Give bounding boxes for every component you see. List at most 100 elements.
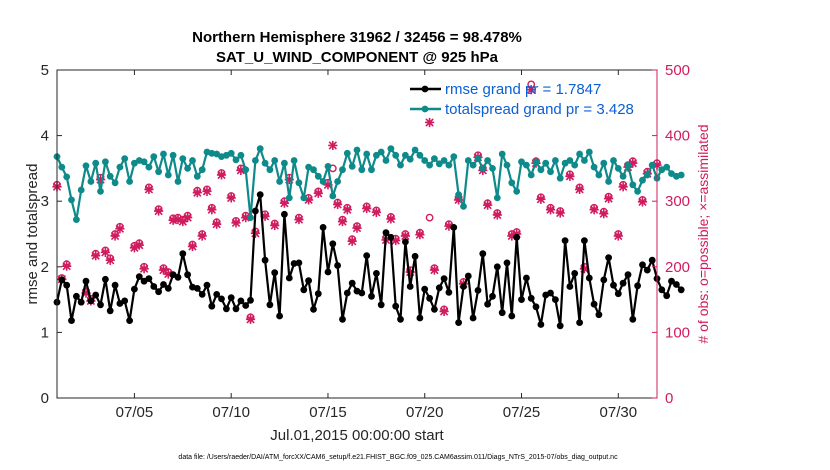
totalspread-point xyxy=(339,166,346,174)
obs-possible-marker xyxy=(546,203,555,212)
obs-possible-marker xyxy=(91,249,100,258)
obs-assimilated-marker xyxy=(110,231,120,241)
totalspread-point xyxy=(368,166,375,174)
chart-title-line2: SAT_U_WIND_COMPONENT @ 925 hPa xyxy=(216,49,499,66)
obs-assimilated-marker xyxy=(202,186,212,196)
totalspread-point xyxy=(106,172,114,180)
obs-possible-marker xyxy=(111,230,120,238)
totalspread-point xyxy=(542,159,550,167)
totalspread-point xyxy=(426,161,433,169)
obs-possible-marker xyxy=(362,202,371,211)
plot-background xyxy=(57,70,657,398)
rmse-point xyxy=(450,224,458,231)
right-axis-label: # of obs: o=possible; ×=assimilated xyxy=(695,124,711,343)
obs-assimilated-marker xyxy=(313,188,323,198)
obs-assimilated-marker xyxy=(555,208,565,218)
totalspread-point xyxy=(242,166,250,174)
rmse-point xyxy=(106,307,114,315)
totalspread-point xyxy=(300,194,308,202)
rmse-point xyxy=(668,277,675,285)
obs-assimilated-marker xyxy=(391,235,401,246)
totalspread-point xyxy=(590,163,598,171)
obs-possible-marker xyxy=(333,198,342,207)
rmse-point xyxy=(537,321,545,328)
obs-possible-marker xyxy=(178,215,187,224)
rmse-point xyxy=(460,283,467,290)
rmse-point xyxy=(247,296,254,304)
rmse-point xyxy=(552,296,559,303)
totalspread-point xyxy=(411,146,419,154)
rmse-point xyxy=(208,302,216,310)
rmse-point xyxy=(179,250,187,258)
rmse-point xyxy=(527,294,535,302)
legend-spread-label: totalspread grand pr = 3.428 xyxy=(445,101,634,118)
obs-assimilated-marker xyxy=(100,247,110,257)
rmse-point xyxy=(276,312,283,320)
footer-data-file: data file: /Users/raeder/DAI/ATM_forcXX/… xyxy=(178,454,618,461)
rmse-point xyxy=(145,275,153,282)
x-axis-label: Jul.01,2015 00:00:00 start xyxy=(270,427,444,444)
obs-possible-marker xyxy=(246,313,255,322)
totalspread-point xyxy=(493,194,501,202)
rmse-point xyxy=(392,302,400,310)
totalspread-point xyxy=(261,159,269,167)
rmse-point xyxy=(150,283,158,290)
rmse-point xyxy=(595,311,603,319)
totalspread-point xyxy=(479,165,487,172)
obs-possible-marker xyxy=(217,169,226,177)
obs-assimilated-marker xyxy=(241,213,251,223)
rmse-point xyxy=(605,254,612,261)
rmse-point xyxy=(493,263,501,271)
obs-assimilated-marker xyxy=(323,180,333,190)
obs-assimilated-marker xyxy=(362,203,372,214)
rmse-point xyxy=(126,317,133,324)
totalspread-point xyxy=(677,171,685,179)
totalspread-point xyxy=(377,148,385,156)
obs-assimilated-marker xyxy=(95,174,106,185)
totalspread-point xyxy=(266,166,274,174)
obs-possible-marker xyxy=(430,264,439,272)
rmse-point xyxy=(556,322,564,330)
obs-possible-marker xyxy=(294,213,303,222)
rmse-point xyxy=(508,312,516,320)
rmse-point xyxy=(63,281,71,289)
totalspread-point xyxy=(571,161,579,169)
totalspread-point xyxy=(179,155,187,163)
totalspread-line xyxy=(55,147,682,221)
obs-assimilated-marker xyxy=(386,214,396,224)
rmse-point xyxy=(68,317,75,324)
rmse-point xyxy=(377,301,385,309)
left-tick-label: 5 xyxy=(41,62,49,79)
totalspread-point xyxy=(431,155,438,163)
totalspread-point xyxy=(440,157,448,164)
rmse-point xyxy=(431,306,438,313)
right-tick-label: 100 xyxy=(665,324,690,341)
rmse-point xyxy=(629,315,637,323)
obs-assimilated-marker xyxy=(129,243,140,253)
rmse-point xyxy=(271,269,279,277)
obs-possible-marker xyxy=(386,212,395,221)
totalspread-point xyxy=(527,171,535,179)
obs-possible-marker xyxy=(270,219,279,228)
totalspread-point xyxy=(484,157,491,164)
rmse-point xyxy=(155,288,163,296)
rmse-point xyxy=(411,252,419,260)
totalspread-point xyxy=(537,166,545,174)
rmse-point xyxy=(479,250,487,258)
obs-assimilated-marker xyxy=(81,288,91,298)
left-y-axis: 0 1 2 3 4 5 xyxy=(41,62,62,407)
obs-assimilated-marker xyxy=(536,194,546,204)
obs-assimilated-marker xyxy=(429,265,440,275)
rmse-point xyxy=(581,237,588,245)
obs-possible-marker xyxy=(203,185,211,194)
totalspread-point xyxy=(58,163,66,171)
totalspread-point xyxy=(353,146,361,154)
totalspread-point xyxy=(643,171,651,179)
obs-assimilated-marker xyxy=(294,214,304,225)
rmse-line xyxy=(55,193,683,327)
rmse-point xyxy=(92,291,100,299)
totalspread-point xyxy=(87,178,95,185)
totalspread-point xyxy=(111,179,119,187)
totalspread-point xyxy=(610,157,617,164)
